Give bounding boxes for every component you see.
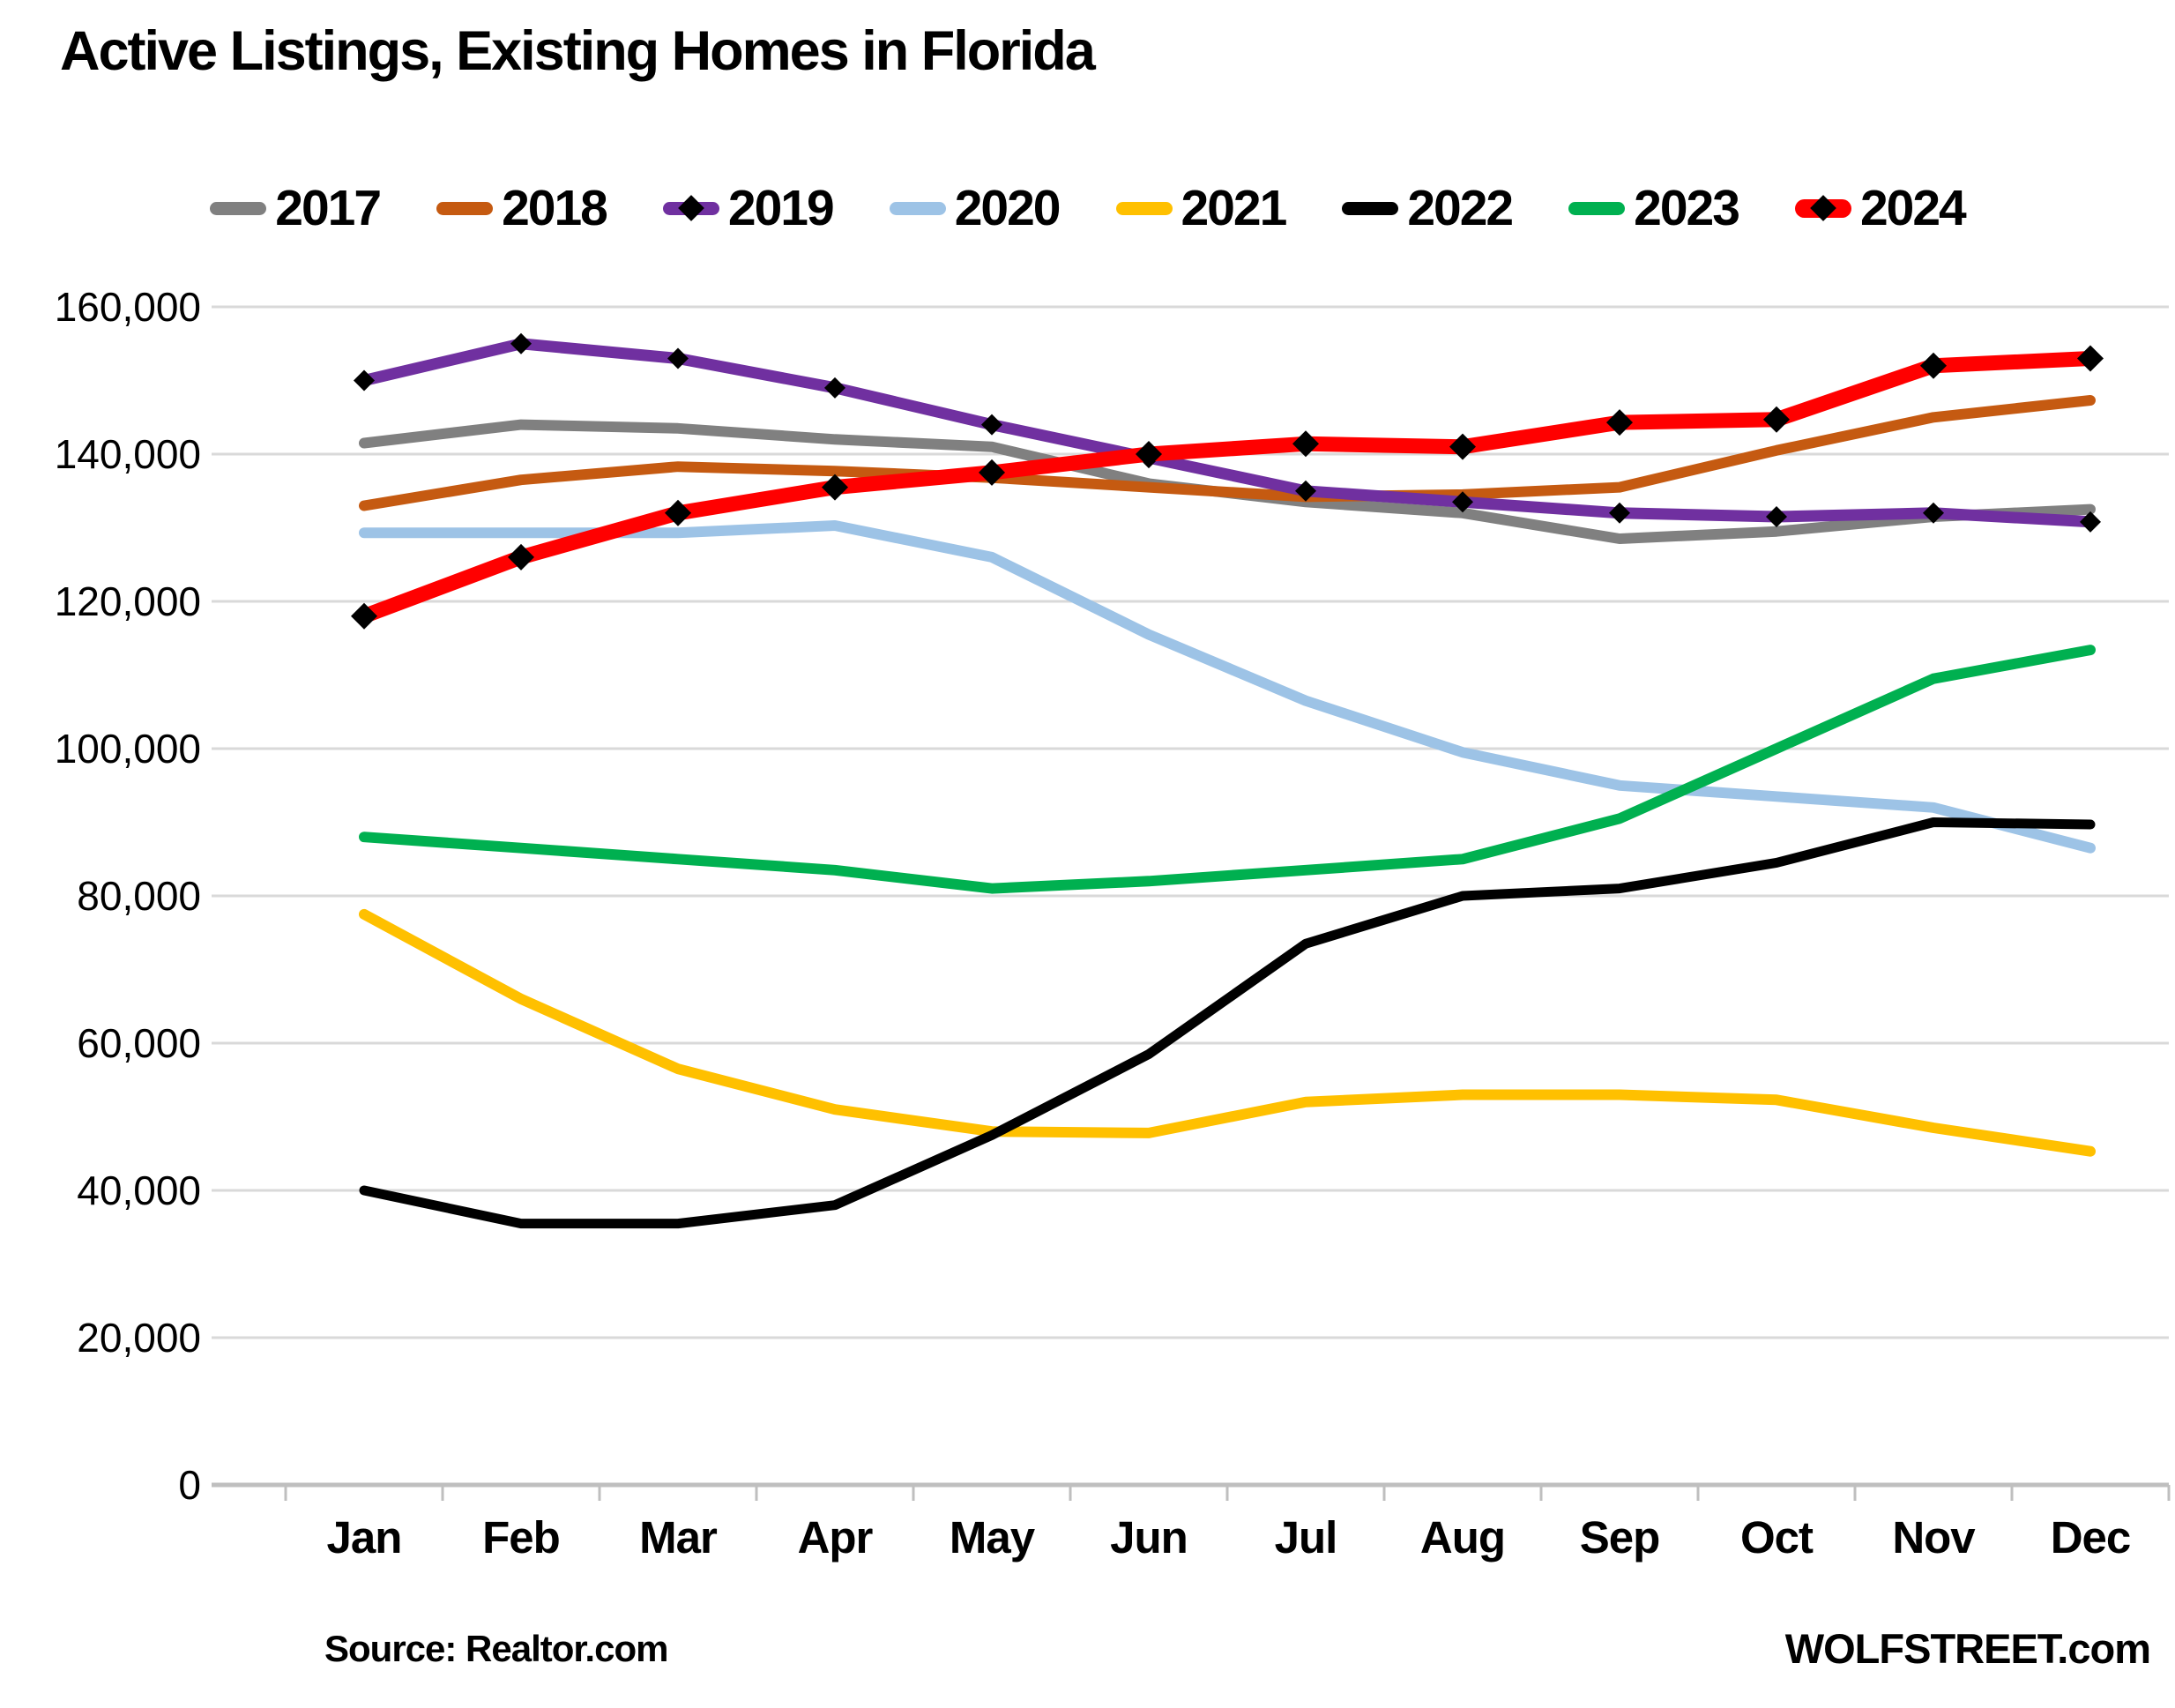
x-tick-label-oct: Oct xyxy=(1739,1512,1814,1563)
legend-line-sample-2017 xyxy=(210,201,267,215)
marker-diamond-2024 xyxy=(2077,345,2104,372)
marker-diamond-2024 xyxy=(979,459,1005,486)
legend-item-2020: 2020 xyxy=(889,179,1061,237)
marker-diamond-2024 xyxy=(1449,433,1476,460)
legend-line-sample-2020 xyxy=(889,201,946,215)
legend-label-2020: 2020 xyxy=(954,180,1061,236)
legend-label-2018: 2018 xyxy=(502,180,608,236)
legend-line-sample-2022 xyxy=(1342,201,1399,215)
line-2021 xyxy=(359,908,2096,1157)
marker-diamond-2024 xyxy=(1763,406,1790,433)
y-tick-label-0: 0 xyxy=(178,1462,201,1508)
marker-diamond-2019 xyxy=(1766,505,1787,527)
branding-wolfstreet: WOLFSTREET.com xyxy=(1784,1625,2151,1672)
marker-diamond-2019 xyxy=(1452,491,1473,513)
marker-diamond-2024 xyxy=(1920,352,1947,379)
line-2019 xyxy=(358,338,2097,528)
line-2022 xyxy=(359,817,2096,1229)
legend-item-2017: 2017 xyxy=(210,179,382,237)
legend-item-2022: 2022 xyxy=(1342,179,1514,237)
legend-label-2019: 2019 xyxy=(727,180,835,236)
legend-line-sample-2024 xyxy=(1794,195,1851,221)
marker-diamond-2019 xyxy=(824,377,845,399)
legend-item-2023: 2023 xyxy=(1568,179,1740,237)
marker-diamond-2019 xyxy=(981,414,1002,436)
marker-diamond-2024 xyxy=(1606,409,1633,436)
x-tick-label-nov: Nov xyxy=(1892,1512,1975,1563)
legend-item-2024: 2024 xyxy=(1794,179,1967,237)
marker-diamond-2019 xyxy=(2080,511,2101,533)
x-tick-label-jan: Jan xyxy=(326,1512,403,1563)
marker-diamond-2024 xyxy=(1136,441,1162,467)
marker-diamond-2024 xyxy=(351,602,377,630)
y-tick-label-120000: 120,000 xyxy=(54,578,201,624)
legend-label-2017: 2017 xyxy=(275,180,382,236)
marker-diamond-2019 xyxy=(1295,480,1316,502)
x-tick-label-feb: Feb xyxy=(482,1512,561,1563)
y-tick-label-60000: 60,000 xyxy=(77,1020,201,1066)
chart-title: Active Listings, Existing Homes in Flori… xyxy=(60,20,1096,82)
marker-diamond-2024 xyxy=(665,499,691,526)
marker-diamond-2019 xyxy=(354,369,375,392)
line-2023 xyxy=(359,645,2096,894)
y-tick-label-140000: 140,000 xyxy=(54,431,201,477)
marker-diamond-2024 xyxy=(508,543,534,571)
legend-label-2021: 2021 xyxy=(1181,180,1288,236)
legend: 2017 2018 2019 2020 2021 2022 2023 2024 xyxy=(0,173,2175,243)
y-tick-label-40000: 40,000 xyxy=(77,1167,201,1213)
legend-item-2021: 2021 xyxy=(1115,179,1288,237)
x-tick-label-apr: Apr xyxy=(797,1512,874,1563)
line-2024 xyxy=(356,351,2098,624)
line-2018 xyxy=(359,395,2096,511)
legend-line-sample-2023 xyxy=(1568,201,1626,215)
x-tick-label-dec: Dec xyxy=(2050,1512,2132,1563)
x-tick-label-may: May xyxy=(949,1512,1035,1563)
x-tick-label-jun: Jun xyxy=(1110,1512,1188,1563)
y-tick-label-20000: 20,000 xyxy=(77,1315,201,1361)
marker-diamond-2024 xyxy=(822,474,848,501)
legend-item-2019: 2019 xyxy=(662,179,835,237)
x-tick-label-mar: Mar xyxy=(639,1512,718,1563)
x-tick-label-jul: Jul xyxy=(1274,1512,1338,1563)
x-tick-label-sep: Sep xyxy=(1579,1512,1661,1563)
y-tick-label-100000: 100,000 xyxy=(54,726,201,772)
marker-diamond-2019 xyxy=(1923,502,1944,524)
marker-diamond-2019 xyxy=(510,332,532,354)
marker-diamond-2019 xyxy=(1609,502,1630,524)
marker-diamond-2019 xyxy=(667,347,689,369)
legend-label-2023: 2023 xyxy=(1634,180,1740,236)
legend-label-2022: 2022 xyxy=(1407,180,1514,236)
line-2020 xyxy=(359,520,2096,854)
marker-diamond-2024 xyxy=(1292,430,1319,458)
legend-line-sample-2019 xyxy=(662,195,719,221)
legend-line-sample-2018 xyxy=(436,201,494,215)
x-tick-label-aug: Aug xyxy=(1419,1512,1506,1563)
y-tick-label-80000: 80,000 xyxy=(77,873,201,919)
legend-item-2018: 2018 xyxy=(436,179,608,237)
legend-line-sample-2021 xyxy=(1115,201,1173,215)
y-tick-label-160000: 160,000 xyxy=(54,284,201,330)
legend-label-2024: 2024 xyxy=(1859,180,1967,236)
source-note: Source: Realtor.com xyxy=(324,1628,668,1669)
